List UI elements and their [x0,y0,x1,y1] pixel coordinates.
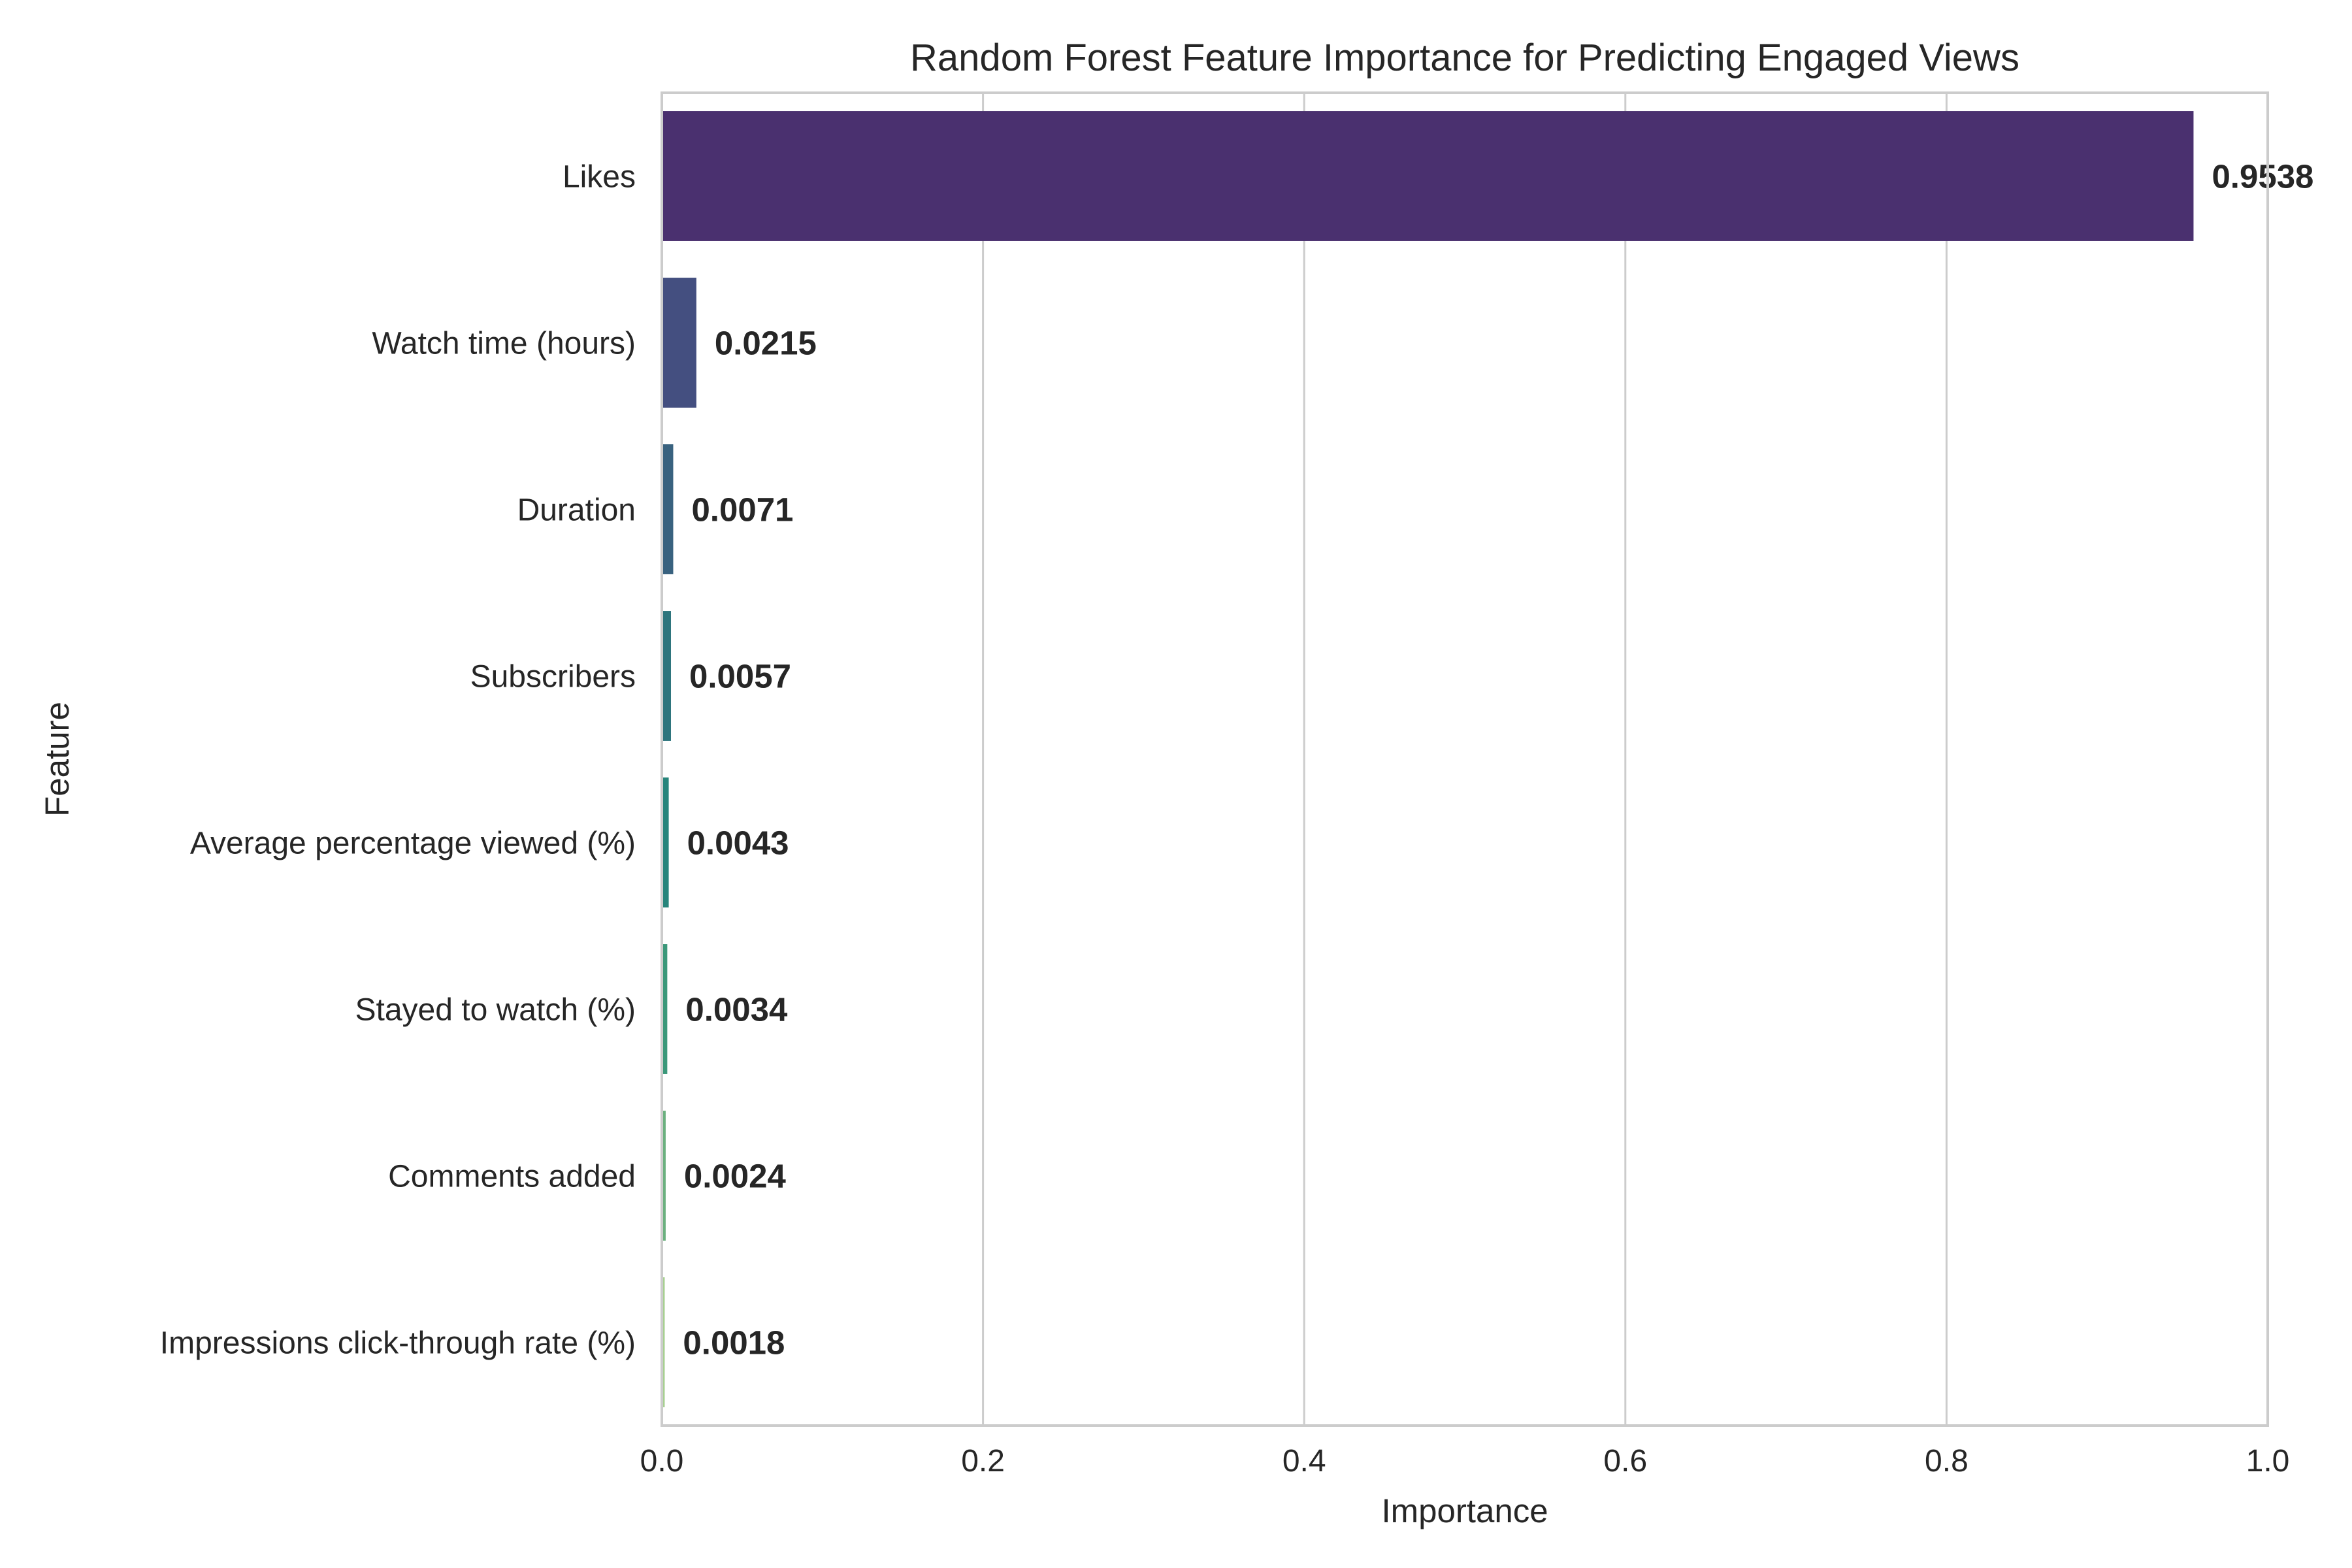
bar-comments-added [662,1111,666,1241]
y-tick-label: Duration [517,493,636,528]
x-tick-label: 0.8 [1925,1444,1968,1478]
x-tick-label: 0.6 [1603,1444,1647,1478]
bar-value-label: 0.0034 [685,991,788,1028]
x-tick-label: 1.0 [2246,1444,2290,1478]
bar-duration [662,444,674,574]
x-tick-label: 0.2 [961,1444,1005,1478]
y-tick-label: Watch time (hours) [372,327,636,361]
bar-subscribers [662,611,672,741]
bar-value-label: 0.0071 [691,491,793,529]
bars [662,111,2194,1407]
bar-value-label: 0.0018 [683,1324,785,1362]
bar-watch-time-hours [662,278,696,408]
x-axis-label: Importance [1381,1492,1548,1529]
y-axis-label: Feature [39,702,76,817]
plot-frame [661,91,2269,1427]
y-tick-labels: Likes Watch time (hours) Duration Subscribe… [160,160,636,1361]
x-tick-label: 0.4 [1282,1444,1326,1478]
y-tick-label: Subscribers [470,660,636,694]
bar-value-label: 0.0024 [684,1158,787,1195]
y-tick-label: Average percentage viewed (%) [190,826,636,861]
bar-value-label: 0.0215 [715,325,817,362]
value-labels: 0.9538 0.0215 0.0071 0.0057 0.0043 0.0034 0.00… [683,158,2313,1362]
bar-value-label: 0.0057 [689,658,791,695]
bar-value-label: 0.9538 [2212,158,2313,195]
plot-background [662,93,2268,1426]
bar-average-percentage-viewed [662,777,669,907]
bar-value-label: 0.0043 [687,825,789,862]
x-tick-label: 0.0 [640,1444,684,1478]
y-tick-label: Stayed to watch (%) [355,993,636,1028]
bar-stayed-to-watch [662,944,668,1074]
y-tick-label: Likes [563,160,636,195]
bar-impressions-click-through-rate [662,1277,665,1407]
bar-likes [662,111,2194,241]
chart-title: Random Forest Feature Importance for Pre… [910,37,2019,79]
x-tick-labels: 0.0 0.2 0.4 0.6 0.8 1.0 [640,1444,2290,1478]
y-tick-label: Impressions click-through rate (%) [160,1326,636,1361]
y-tick-label: Comments added [388,1160,636,1194]
